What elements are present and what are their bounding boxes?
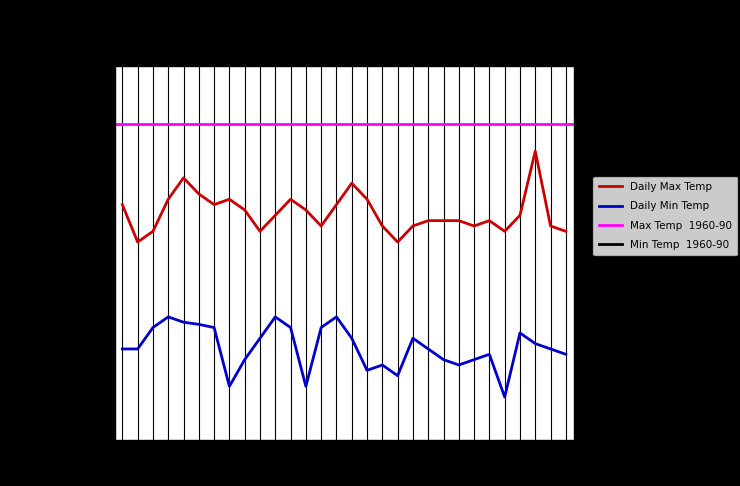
Daily Max Temp [562, 228, 571, 234]
Daily Min Temp [424, 346, 433, 352]
Line: Daily Max Temp: Daily Max Temp [122, 151, 566, 242]
Daily Max Temp [301, 207, 310, 213]
Daily Max Temp [317, 223, 326, 229]
Daily Max Temp [209, 202, 218, 208]
Daily Max Temp [470, 223, 479, 229]
Daily Max Temp [363, 196, 371, 202]
Daily Max Temp [164, 196, 172, 202]
Daily Max Temp [347, 180, 356, 186]
Daily Max Temp [255, 228, 264, 234]
Daily Max Temp [500, 228, 509, 234]
Daily Max Temp [546, 223, 555, 229]
Daily Max Temp [516, 212, 525, 218]
Daily Max Temp [393, 239, 402, 245]
Daily Max Temp [240, 207, 249, 213]
Daily Min Temp [164, 314, 172, 320]
Daily Max Temp [454, 218, 463, 224]
Daily Min Temp [470, 357, 479, 363]
Daily Min Temp [378, 362, 387, 368]
Daily Max Temp [149, 228, 158, 234]
Daily Max Temp [271, 212, 280, 218]
Daily Max Temp [332, 202, 341, 208]
Daily Min Temp [393, 373, 402, 379]
Daily Max Temp [424, 218, 433, 224]
Daily Min Temp [195, 321, 204, 327]
Max Temp  1960-90 [103, 122, 112, 127]
Daily Min Temp [118, 346, 127, 352]
Daily Min Temp [301, 383, 310, 389]
Daily Max Temp [286, 196, 295, 202]
Daily Min Temp [562, 351, 571, 357]
Daily Min Temp [209, 325, 218, 330]
Daily Min Temp [271, 314, 280, 320]
Daily Max Temp [439, 218, 448, 224]
Daily Min Temp [454, 362, 463, 368]
Daily Min Temp [225, 383, 234, 389]
Daily Min Temp [516, 330, 525, 336]
Daily Max Temp [408, 223, 417, 229]
Daily Min Temp [546, 346, 555, 352]
Daily Min Temp [255, 335, 264, 341]
Min Temp  1960-90 [118, 458, 127, 464]
Daily Min Temp [485, 351, 494, 357]
Daily Min Temp [133, 346, 142, 352]
Daily Max Temp [378, 223, 387, 229]
Max Temp  1960-90 [118, 122, 127, 127]
Daily Max Temp [225, 196, 234, 202]
Legend: Daily Max Temp, Daily Min Temp, Max Temp  1960-90, Min Temp  1960-90: Daily Max Temp, Daily Min Temp, Max Temp… [593, 175, 739, 256]
Daily Min Temp [332, 314, 341, 320]
Daily Max Temp [118, 202, 127, 208]
Daily Min Temp [317, 325, 326, 330]
Daily Min Temp [179, 319, 188, 325]
Daily Min Temp [531, 341, 539, 347]
Daily Min Temp [363, 367, 371, 373]
Daily Max Temp [179, 175, 188, 181]
Daily Min Temp [408, 335, 417, 341]
Daily Max Temp [133, 239, 142, 245]
Daily Min Temp [240, 357, 249, 363]
Daily Max Temp [195, 191, 204, 197]
Daily Min Temp [149, 325, 158, 330]
Daily Min Temp [347, 335, 356, 341]
Daily Min Temp [286, 325, 295, 330]
Daily Max Temp [531, 148, 539, 154]
Daily Min Temp [500, 394, 509, 400]
Line: Daily Min Temp: Daily Min Temp [122, 317, 566, 397]
Min Temp  1960-90 [103, 458, 112, 464]
Daily Min Temp [439, 357, 448, 363]
Daily Max Temp [485, 218, 494, 224]
